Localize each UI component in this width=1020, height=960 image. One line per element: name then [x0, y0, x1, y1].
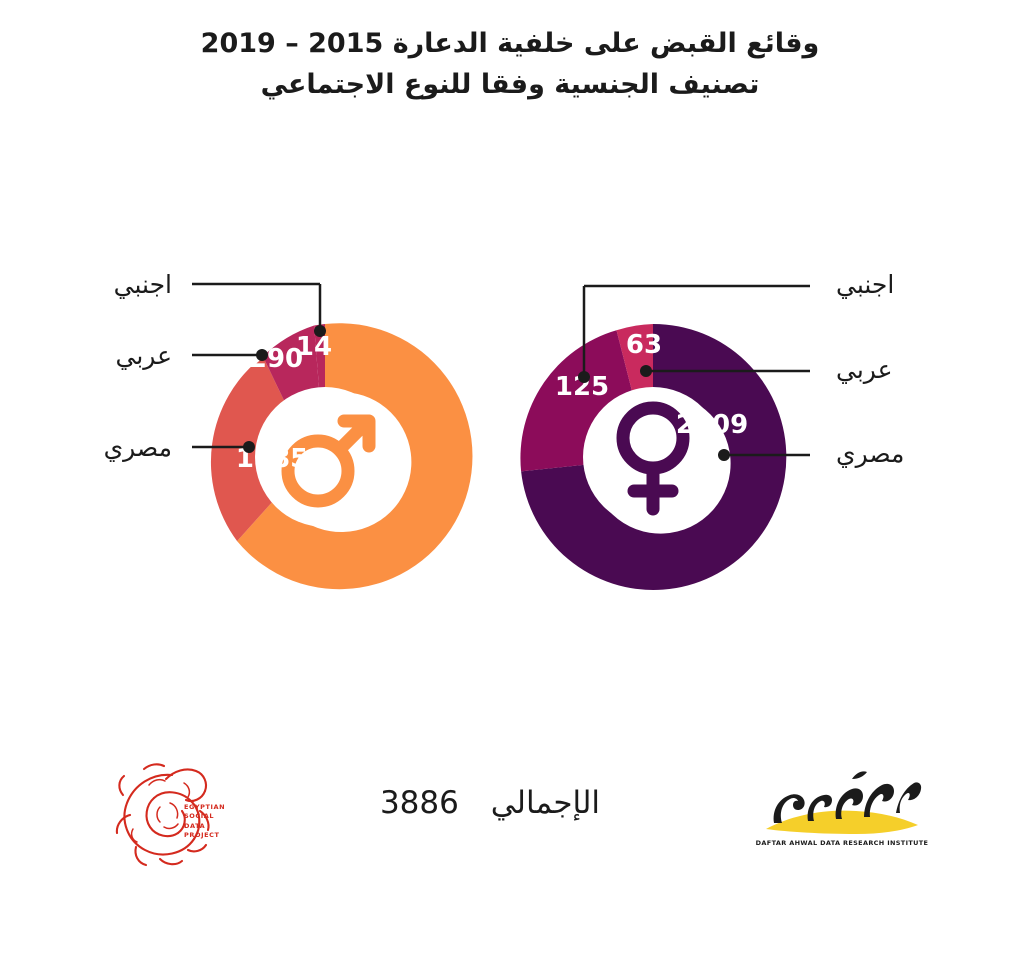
footer: EGYPTIAN SOCIAL DATA PROJECT الإجمالي 38…: [0, 745, 1020, 885]
female-donut-hole: [583, 387, 723, 527]
male-slice-foreign-tip: [314, 324, 325, 394]
egyptian-social-data-project-logo: EGYPTIAN SOCIAL DATA PROJECT: [100, 755, 250, 870]
charts-container: 1185 290 14: [0, 255, 1020, 635]
female-slice-egyptian[interactable]: [521, 323, 787, 590]
daftar-ahwal-logo-mark: [766, 771, 922, 834]
title-line-2: تصنيف الجنسية وفقا للنوع الاجتماعي: [260, 68, 760, 100]
male-donut-chart: 1185 290 14: [192, 282, 473, 590]
daftar-ahwal-logo: DAFTAR AHWAL DATA RESEARCH INSTITUTE: [752, 765, 932, 860]
mars-symbol-icon: [281, 414, 376, 508]
title-line-1: وقائع القبض على خلفية الدعارة 2015 – 201…: [200, 28, 820, 59]
esdp-caption-line-4: PROJECT: [184, 831, 220, 840]
esdp-caption-line-2: SOCIAL: [184, 812, 215, 821]
female-callout-foreign: اجنبي: [836, 270, 895, 299]
total-value: 3886: [379, 785, 459, 821]
female-value-egyptian: 2209: [676, 410, 748, 440]
female-callout-egyptian: مصري: [836, 439, 905, 468]
total-row: الإجمالي 3886: [300, 785, 680, 821]
female-slice-foreign[interactable]: [616, 324, 654, 399]
male-leader-lines: [192, 282, 326, 453]
daftar-ahwal-swash: [766, 810, 918, 834]
esdp-caption-line-3: DATA: [184, 821, 206, 830]
male-value-foreign: 14: [296, 332, 332, 362]
female-donut-chart: 2209 125 63: [520, 284, 810, 590]
female-slice-arab[interactable]: [520, 330, 634, 472]
male-callout-arab: عربي: [115, 341, 172, 370]
esdp-logo-mark: [115, 763, 210, 867]
page-title: وقائع القبض على خلفية الدعارة 2015 – 201…: [0, 24, 1020, 105]
venus-symbol-icon: [616, 401, 690, 516]
male-slice-egyptian[interactable]: [237, 323, 473, 590]
daftar-ahwal-logo-caption: DAFTAR AHWAL DATA RESEARCH INSTITUTE: [755, 839, 929, 847]
male-callout-egyptian: مصري: [103, 433, 172, 462]
female-leader-lines: [578, 284, 810, 461]
female-value-foreign: 63: [626, 330, 662, 360]
total-label: الإجمالي: [490, 785, 601, 821]
male-callout-foreign: اجنبي: [113, 270, 172, 299]
female-callout-arab: عربي: [836, 355, 893, 384]
esdp-caption-line-1: EGYPTIAN: [184, 803, 226, 811]
esdp-logo-caption: EGYPTIAN SOCIAL DATA PROJECT: [184, 803, 225, 841]
